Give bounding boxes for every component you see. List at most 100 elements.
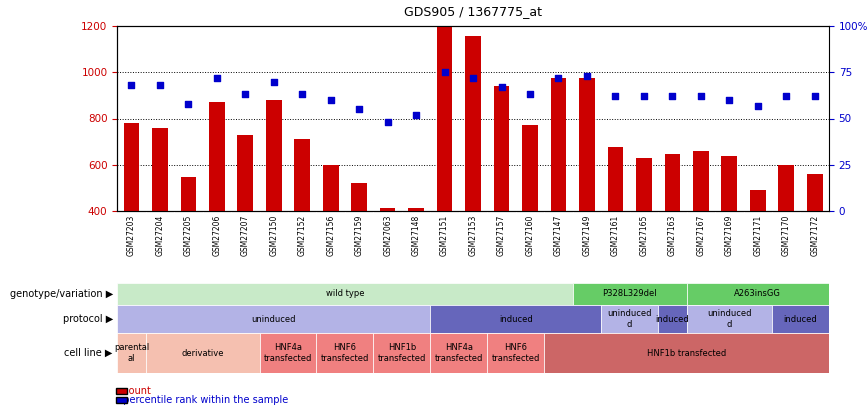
- Text: genotype/variation ▶: genotype/variation ▶: [10, 289, 113, 299]
- Text: HNF4a
transfected: HNF4a transfected: [264, 343, 312, 363]
- Bar: [550, 78, 566, 211]
- Point: [666, 93, 680, 100]
- Text: GSM27063: GSM27063: [383, 215, 392, 256]
- Bar: [266, 100, 281, 211]
- Bar: [431, 305, 602, 333]
- Text: HNF1b transfected: HNF1b transfected: [647, 348, 727, 358]
- Text: GSM27156: GSM27156: [326, 215, 335, 256]
- Point: [381, 119, 395, 126]
- Bar: [373, 333, 431, 373]
- Point: [266, 78, 280, 85]
- Point: [181, 100, 195, 107]
- Point: [295, 91, 309, 98]
- Point: [608, 93, 622, 100]
- Bar: [665, 154, 681, 211]
- Bar: [579, 78, 595, 211]
- Text: HNF6
transfected: HNF6 transfected: [491, 343, 540, 363]
- Bar: [544, 333, 829, 373]
- Text: uninduced
d: uninduced d: [608, 309, 652, 329]
- Text: uninduced
d: uninduced d: [707, 309, 752, 329]
- Text: GSM27170: GSM27170: [782, 215, 791, 256]
- Bar: [779, 165, 794, 211]
- Text: GSM27149: GSM27149: [582, 215, 591, 256]
- Bar: [209, 102, 225, 211]
- Bar: [117, 305, 431, 333]
- Bar: [317, 333, 373, 373]
- Point: [466, 75, 480, 81]
- Bar: [807, 174, 823, 211]
- Point: [637, 93, 651, 100]
- Bar: [238, 135, 253, 211]
- Point: [324, 97, 338, 103]
- Bar: [636, 158, 652, 211]
- Bar: [294, 139, 310, 211]
- Text: GSM27159: GSM27159: [355, 215, 364, 256]
- Bar: [408, 207, 424, 211]
- Point: [751, 102, 765, 109]
- Text: cell line ▶: cell line ▶: [64, 348, 113, 358]
- Bar: [487, 333, 544, 373]
- Text: GSM27171: GSM27171: [753, 215, 762, 256]
- Bar: [152, 128, 168, 211]
- Text: GSM27206: GSM27206: [213, 215, 221, 256]
- Bar: [181, 177, 196, 211]
- Text: GDS905 / 1367775_at: GDS905 / 1367775_at: [404, 5, 542, 18]
- Bar: [123, 123, 139, 211]
- Point: [437, 69, 451, 75]
- Bar: [352, 183, 367, 211]
- Bar: [602, 305, 658, 333]
- Bar: [117, 333, 146, 373]
- Bar: [146, 333, 260, 373]
- Text: induced: induced: [499, 315, 533, 324]
- Bar: [693, 151, 708, 211]
- Text: percentile rank within the sample: percentile rank within the sample: [117, 395, 288, 405]
- Text: GSM27205: GSM27205: [184, 215, 193, 256]
- Text: GSM27163: GSM27163: [667, 215, 677, 256]
- Text: HNF6
transfected: HNF6 transfected: [321, 343, 369, 363]
- Text: HNF4a
transfected: HNF4a transfected: [435, 343, 483, 363]
- Point: [352, 106, 366, 113]
- Text: count: count: [117, 386, 151, 396]
- Point: [722, 97, 736, 103]
- Text: GSM27203: GSM27203: [127, 215, 136, 256]
- Point: [409, 111, 423, 118]
- Bar: [721, 156, 737, 211]
- Bar: [494, 86, 510, 211]
- Text: GSM27152: GSM27152: [298, 215, 306, 256]
- Text: GSM27161: GSM27161: [611, 215, 620, 256]
- Point: [523, 91, 537, 98]
- Point: [495, 84, 509, 90]
- Bar: [465, 36, 481, 211]
- Point: [153, 82, 167, 88]
- Text: induced: induced: [784, 315, 818, 324]
- Point: [239, 91, 253, 98]
- Point: [808, 93, 822, 100]
- Bar: [431, 333, 487, 373]
- Text: GSM27157: GSM27157: [497, 215, 506, 256]
- Point: [779, 93, 793, 100]
- Point: [580, 73, 594, 79]
- Text: GSM27151: GSM27151: [440, 215, 449, 256]
- Text: uninduced: uninduced: [252, 315, 296, 324]
- Text: induced: induced: [655, 315, 689, 324]
- Text: GSM27150: GSM27150: [269, 215, 279, 256]
- Text: GSM27172: GSM27172: [810, 215, 819, 256]
- Bar: [772, 305, 829, 333]
- Text: derivative: derivative: [181, 348, 224, 358]
- Text: GSM27165: GSM27165: [640, 215, 648, 256]
- Text: GSM27167: GSM27167: [696, 215, 706, 256]
- Point: [124, 82, 138, 88]
- Bar: [380, 207, 396, 211]
- Bar: [260, 333, 317, 373]
- Text: wild type: wild type: [326, 290, 365, 298]
- Text: GSM27153: GSM27153: [469, 215, 477, 256]
- Bar: [117, 283, 573, 305]
- Point: [694, 93, 707, 100]
- Text: GSM27207: GSM27207: [240, 215, 250, 256]
- Bar: [523, 126, 538, 211]
- Text: P328L329del: P328L329del: [602, 290, 657, 298]
- Point: [210, 75, 224, 81]
- Text: protocol ▶: protocol ▶: [62, 314, 113, 324]
- Bar: [323, 165, 339, 211]
- Point: [551, 75, 565, 81]
